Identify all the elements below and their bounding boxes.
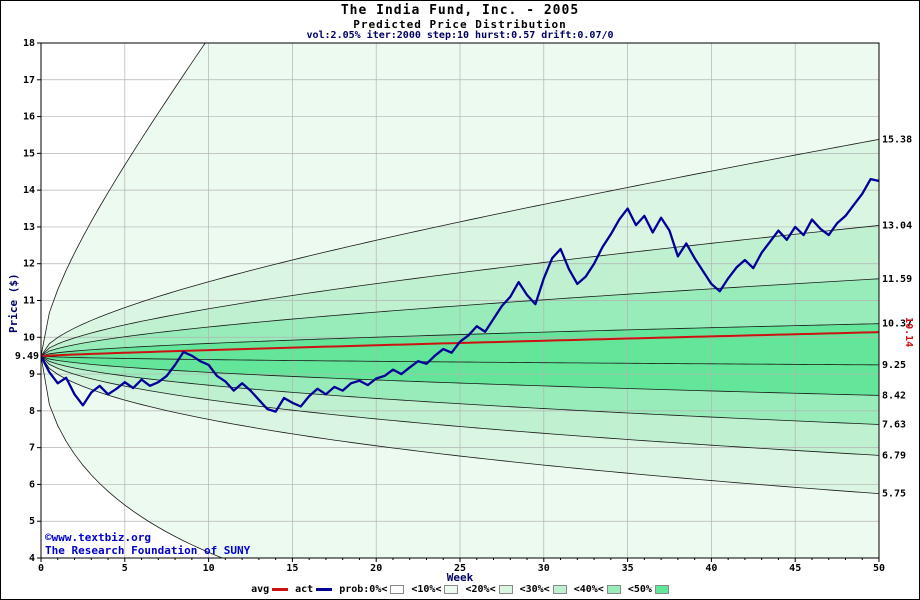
legend-label: <20%< [465, 584, 496, 595]
band-boundary-label: 15.38 [882, 134, 912, 145]
legend-color-swatch [444, 585, 459, 594]
fan-boundary-curves [41, 43, 879, 558]
legend-label: <10%< [411, 584, 442, 595]
axis-ticks-and-labels: 0 5 10 15 20 25 30 35 40 45 5045678910111213141516… [15, 38, 914, 574]
legend-line-sample [272, 588, 289, 591]
band-boundary-label: 9.25 [882, 360, 906, 371]
legend-item-10: <10%< [411, 584, 459, 595]
y-tick-label: 9 [29, 369, 35, 380]
page-title: The India Fund, Inc. - 2005 [340, 3, 580, 18]
band-boundary-label: 7.63 [882, 419, 906, 430]
x-tick-label: 10 [203, 563, 215, 574]
x-tick-label: 50 [873, 563, 885, 574]
y-tick-label: 8 [29, 406, 35, 417]
legend-line-sample [316, 588, 333, 591]
x-tick-label: 45 [789, 563, 801, 574]
y-tick-label: 17 [23, 75, 35, 86]
x-tick-label: 35 [622, 563, 634, 574]
x-tick-label: 0 [38, 563, 44, 574]
start-price-label: 9.49 [15, 351, 39, 362]
x-tick-label: 40 [705, 563, 717, 574]
y-tick-label: 12 [23, 259, 35, 270]
y-tick-label: 13 [23, 222, 35, 233]
legend-color-swatch [390, 585, 405, 594]
fan-boundary [41, 43, 206, 357]
legend-label: <50% [627, 584, 652, 595]
fan-boundary [41, 355, 879, 456]
legend-label: <40%< [573, 584, 604, 595]
fan-boundary [41, 355, 879, 366]
x-tick-label: 15 [286, 563, 298, 574]
legend-item-act: act [295, 584, 333, 595]
fan-boundary [41, 355, 879, 396]
band-boundary-label: 11.59 [882, 274, 912, 285]
fan-boundary [41, 355, 879, 425]
y-tick-label: 18 [23, 38, 35, 49]
x-axis-title: Week [446, 571, 474, 584]
x-tick-label: 20 [370, 563, 382, 574]
legend-label: act [295, 584, 314, 595]
legend-color-swatch [552, 585, 567, 594]
legend: avg act prob:0%< <10%< <20%< <30%< <40%< <50% [1, 584, 919, 595]
x-tick-label: 5 [122, 563, 128, 574]
legend-item-20: <20%< [465, 584, 513, 595]
legend-item-prob0: prob:0%< [339, 584, 405, 595]
watermark-org: The Research Foundation of SUNY [45, 544, 251, 557]
legend-item-30: <30%< [520, 584, 567, 595]
watermark-url: ©www.textbiz.org [45, 531, 151, 544]
legend-color-swatch [654, 585, 669, 594]
fan-boundary [41, 278, 879, 357]
y-tick-label: 7 [29, 443, 35, 454]
band-boundary-label: 8.42 [882, 390, 906, 401]
simulation-params: vol:2.05% iter:2000 step:10 hurst:0.57 d… [306, 30, 614, 41]
fan-boundary [41, 138, 879, 357]
page-subtitle: Predicted Price Distribution [353, 18, 567, 31]
fan-boundary [41, 355, 879, 495]
x-tick-label: 25 [454, 563, 466, 574]
band-boundary-label: 13.04 [882, 220, 912, 231]
legend-item-40: <40%< [574, 584, 621, 595]
fan-band [41, 356, 879, 494]
legend-item-50: <50% [628, 584, 669, 595]
band-boundary-label: 6.79 [882, 450, 906, 461]
fan-boundary [41, 225, 879, 357]
y-tick-label: 14 [23, 185, 35, 196]
x-tick-label: 30 [538, 563, 550, 574]
y-tick-label: 16 [23, 112, 35, 123]
band-boundary-label: 10.37 [882, 319, 912, 330]
band-boundary-label: 5.75 [882, 489, 906, 500]
y-tick-label: 15 [23, 148, 35, 159]
fan-boundary [41, 355, 224, 558]
legend-label: <30%< [519, 584, 550, 595]
legend-label: prob:0%< [339, 584, 388, 595]
y-tick-label: 4 [29, 553, 35, 564]
y-axis-title: Price ($) [7, 273, 20, 333]
y-tick-label: 5 [29, 516, 35, 527]
y-tick-label: 11 [23, 296, 35, 307]
legend-label: avg [251, 584, 270, 595]
fan-boundary [41, 323, 879, 357]
avg-end-label: 10.14 [903, 317, 914, 347]
legend-color-swatch [606, 585, 621, 594]
actual-price-line [41, 177, 879, 413]
legend-item-avg: avg [251, 584, 289, 595]
y-tick-label: 10 [23, 332, 35, 343]
legend-color-swatch [498, 585, 513, 594]
y-tick-label: 6 [29, 479, 35, 490]
